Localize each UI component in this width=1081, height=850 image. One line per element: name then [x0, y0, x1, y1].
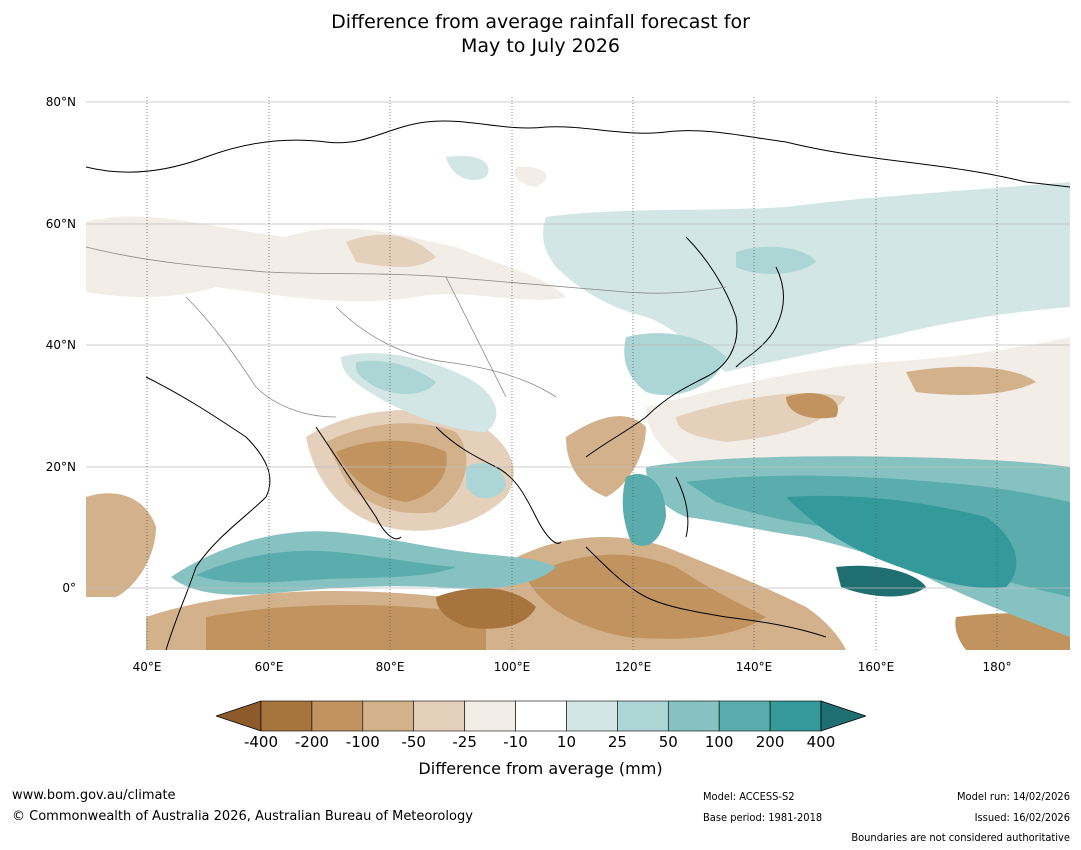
- lat-label-80n: 80°N: [45, 95, 76, 109]
- colorbar-swatch: [311, 700, 364, 732]
- colorbar-swatch: [413, 700, 465, 732]
- lat-label-20n: 20°N: [45, 460, 76, 474]
- colorbar-label: Difference from average (mm): [418, 759, 663, 778]
- colorbar-tick-label: -200: [294, 733, 329, 751]
- colorbar-tick-label: 200: [755, 733, 785, 751]
- lon-label-60e: 60°E: [254, 660, 284, 674]
- colorbar-tick-label: -50: [401, 733, 426, 751]
- colorbar-swatch: [362, 700, 415, 732]
- title-line-1: Difference from average rainfall forecas…: [331, 11, 750, 33]
- lon-label-140e: 140°E: [735, 660, 773, 674]
- colorbar-swatch: [260, 700, 313, 732]
- lon-label-100e: 100°E: [493, 660, 531, 674]
- bom-url-link[interactable]: www.bom.gov.au/climate: [12, 788, 176, 803]
- coastlines: [86, 120, 1070, 650]
- lon-label-80e: 80°E: [375, 660, 405, 674]
- colorbar-tick-label: -10: [503, 733, 528, 751]
- title-line-2: May to July 2026: [461, 35, 620, 57]
- colorbar: [216, 700, 866, 732]
- colorbar-swatch: [464, 700, 516, 732]
- colorbar-tick-label: -100: [345, 733, 380, 751]
- copyright-text: © Commonwealth of Australia 2026, Austra…: [12, 809, 473, 824]
- issued-text: Issued: 16/02/2026: [974, 811, 1070, 824]
- lon-label-40e: 40°E: [132, 660, 162, 674]
- base-period-text: Base period: 1981-2018: [703, 811, 823, 824]
- colorbar-swatch: [566, 700, 618, 732]
- rainfall-map[interactable]: [86, 97, 1070, 650]
- colorbar-extend-high: [820, 700, 866, 732]
- colorbar-swatch: [769, 700, 822, 732]
- map-canvas: [86, 97, 1070, 650]
- colorbar-extend-low: [216, 700, 262, 732]
- meridians: [146, 97, 998, 650]
- colorbar-tick-label: 50: [658, 733, 678, 751]
- lat-label-40n: 40°N: [45, 338, 76, 352]
- chart-title: Difference from average rainfall forecas…: [0, 10, 1081, 58]
- dry-anomaly-shading: [86, 166, 1070, 650]
- colorbar-tick-label: 400: [806, 733, 836, 751]
- lat-label-60n: 60°N: [45, 217, 76, 231]
- model-text: Model: ACCESS-S2: [703, 790, 795, 803]
- colorbar-swatch: [667, 700, 720, 732]
- colorbar-swatch: [718, 700, 771, 732]
- colorbar-tick-label: -25: [452, 733, 477, 751]
- graticule: [86, 101, 1070, 589]
- colorbar-swatch: [617, 700, 669, 732]
- colorbar-tick-label: 100: [704, 733, 734, 751]
- lon-label-180: 180°: [982, 660, 1012, 674]
- colorbar-tick-label: 10: [556, 733, 576, 751]
- disclaimer-text: Boundaries are not considered authoritat…: [851, 831, 1070, 844]
- lon-label-160e: 160°E: [857, 660, 895, 674]
- colorbar-tick-label: 25: [607, 733, 627, 751]
- model-run-text: Model run: 14/02/2026: [957, 790, 1070, 803]
- country-borders: [86, 246, 727, 418]
- colorbar-swatch: [515, 700, 567, 732]
- lat-label-0: 0°: [62, 581, 76, 595]
- colorbar-swatches: [260, 700, 822, 732]
- colorbar-tick-label: -400: [243, 733, 279, 751]
- wet-anomaly-shading: [171, 155, 1070, 637]
- lon-label-120e: 120°E: [614, 660, 652, 674]
